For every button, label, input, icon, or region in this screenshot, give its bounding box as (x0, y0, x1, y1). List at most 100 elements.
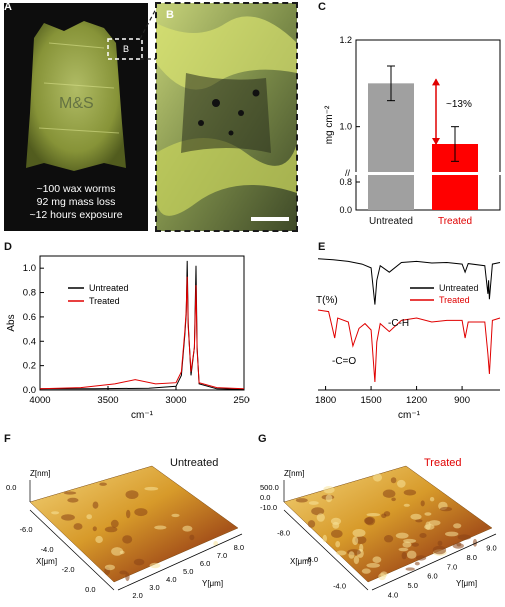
surface-feature (382, 489, 396, 498)
surface-feature (424, 512, 432, 516)
ytick-label: 0.4 (23, 336, 36, 347)
surface-feature (415, 555, 427, 561)
surface-feature (411, 542, 419, 547)
surface-feature (395, 532, 409, 539)
surface-feature (63, 491, 77, 495)
surface-feature (134, 508, 148, 517)
chart-c-bar: Untreated Treated // 1.2 1.0 0.8 0.0 mg cm⁻² ~13… (324, 35, 501, 227)
surface-feature (424, 524, 435, 530)
surface-feature (415, 519, 423, 523)
afm-surface (283, 465, 493, 583)
y-tick-label: 4.0 (388, 590, 398, 599)
y-tick-label: 8.0 (234, 543, 244, 552)
surface-feature (182, 525, 193, 532)
x-tick-label: -4.0 (333, 582, 346, 591)
surface-feature (391, 497, 396, 502)
annotation-co: -C=O (332, 356, 356, 367)
z-tick-label: 0.0 (260, 493, 270, 502)
inset-label-b: B (123, 44, 130, 54)
surface-feature (125, 572, 130, 582)
legend-label-untreated: Untreated (89, 283, 129, 293)
xtick-label: 4000 (29, 395, 50, 406)
surface-feature (420, 500, 425, 507)
surface-feature (401, 551, 407, 560)
surface-feature (366, 563, 380, 568)
panel-label-d: D (4, 241, 12, 253)
ytick-label: 0.6 (23, 312, 36, 323)
ytick-label: 1.0 (339, 122, 352, 132)
surface-feature (397, 479, 406, 488)
surface-feature (365, 516, 376, 526)
z-axis-label: Z[nm] (30, 469, 50, 478)
surface-feature (428, 520, 441, 526)
legend-label-treated: Treated (439, 295, 470, 305)
photo-caption: ~100 wax worms 92 mg mass loss ~12 hours… (4, 183, 148, 222)
surface-feature (380, 571, 388, 577)
y-axis-label: Y[μm] (456, 579, 477, 588)
surface-feature (111, 547, 124, 556)
surface-feature (86, 514, 92, 520)
surface-feature (453, 523, 462, 529)
caption-line-2: 92 mg mass loss (36, 196, 116, 208)
x-tick-label: -6.0 (305, 555, 318, 564)
x-tick-label: -4.0 (41, 545, 54, 554)
series-line-treated (39, 276, 245, 390)
y-tick-label: 6.0 (427, 572, 437, 581)
surface-feature (308, 501, 319, 505)
surface-feature (398, 547, 409, 552)
panel-label-a: A (4, 1, 12, 13)
panel-label-b: B (166, 9, 174, 21)
surface-feature (322, 534, 327, 543)
surface-feature (381, 513, 387, 519)
surface-feature (440, 506, 452, 512)
surface-feature (445, 531, 459, 537)
surface-feature (403, 503, 410, 507)
y-tick-label: 8.0 (467, 553, 477, 562)
xtick-label: 3500 (97, 395, 118, 406)
surface-feature (429, 497, 435, 502)
surface-feature (405, 567, 415, 571)
xtick-label: 1800 (315, 395, 336, 406)
arrow-head-up (432, 78, 440, 86)
surface-feature (390, 477, 397, 484)
surface-feature (331, 529, 343, 538)
ytick-label: 0.8 (23, 288, 36, 299)
y-tick-label: 6.0 (200, 559, 210, 568)
zoom-connector-lines (139, 4, 159, 60)
surface-feature (154, 525, 167, 530)
chart-e-xlabel: cm⁻¹ (398, 410, 421, 421)
ytick-label: 0.2 (23, 361, 36, 372)
photo-zoom-holes (155, 2, 298, 232)
surface-feature (307, 520, 316, 528)
legend-label-untreated: Untreated (439, 283, 479, 293)
surface-feature (419, 533, 427, 538)
afm-surface (29, 465, 239, 583)
legend-label-treated: Treated (89, 296, 120, 306)
x-tick-label: -2.0 (62, 565, 75, 574)
surface-feature (325, 494, 333, 503)
arrow-head-down (432, 138, 440, 145)
panel-label-c: C (318, 1, 326, 13)
surface-feature (133, 558, 145, 566)
ytick-label: 0.0 (339, 205, 352, 215)
y-tick-label: 7.0 (217, 551, 227, 560)
series-line-untreated (317, 258, 501, 305)
surface-feature (410, 513, 422, 520)
ytick-label: 1.0 (23, 263, 36, 274)
surface-feature (359, 543, 364, 552)
surface-feature (95, 535, 103, 544)
percent-annotation: ~13% (446, 99, 472, 110)
z-tick-label: 500.0 (260, 483, 279, 492)
bar-untreated (368, 83, 414, 210)
xtick-label: 1500 (361, 395, 382, 406)
surface-feature (51, 511, 60, 515)
surface-feature (452, 543, 464, 549)
surface-feature (295, 498, 308, 503)
chart-e-ylabel: T(%) (316, 295, 338, 306)
afm-title: Treated (424, 457, 462, 469)
y-tick-label: 5.0 (408, 581, 418, 590)
y-tick-label: 5.0 (183, 567, 193, 576)
surface-feature (104, 564, 115, 571)
surface-feature (311, 507, 325, 516)
